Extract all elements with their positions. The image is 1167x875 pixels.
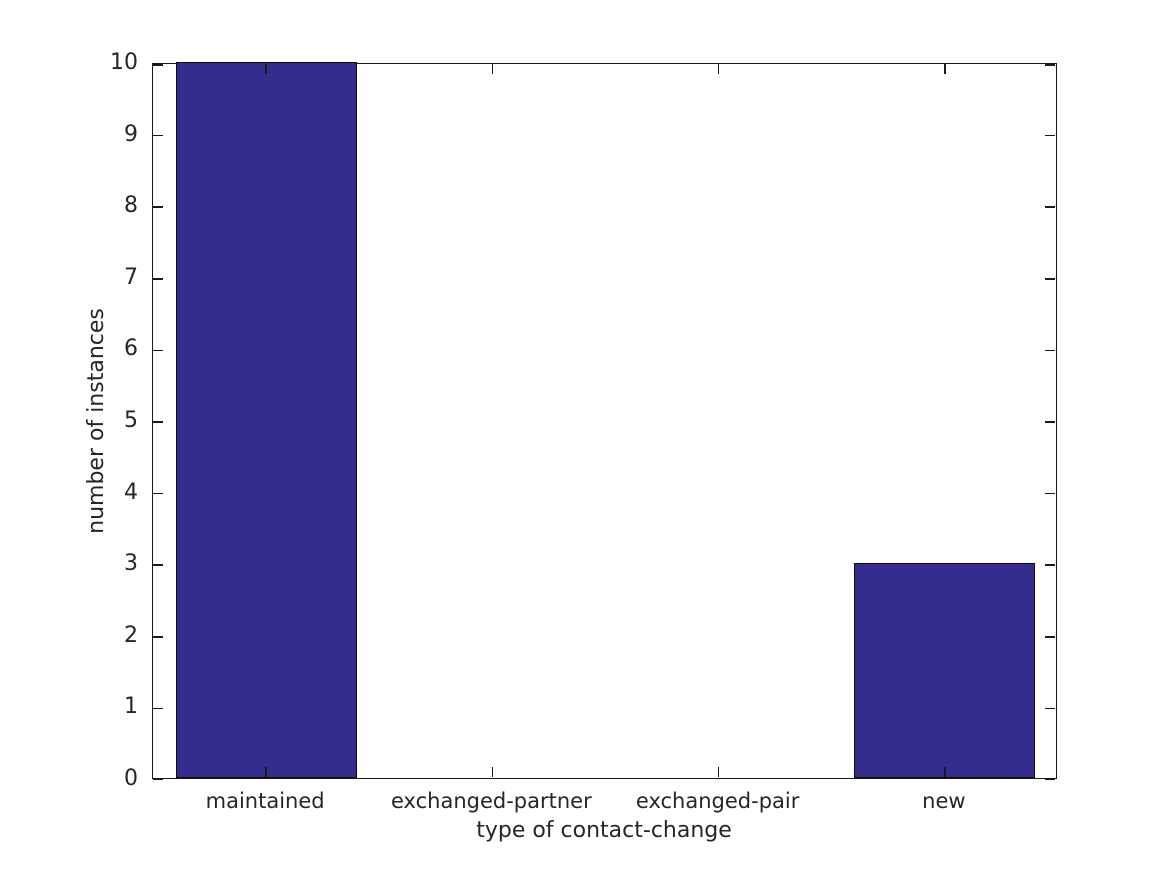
- y-tick-left: [153, 278, 163, 280]
- y-tick-left: [153, 206, 163, 208]
- y-tick-label: 2: [124, 622, 138, 648]
- x-tick-bottom: [265, 767, 267, 777]
- y-tick-label: 5: [124, 408, 138, 433]
- x-tick-top: [717, 64, 720, 74]
- y-tick-right: [1045, 492, 1055, 495]
- y-tick-label: 10: [110, 50, 138, 75]
- x-tick-bottom: [944, 767, 946, 777]
- x-tick-top: [265, 64, 267, 74]
- x-tick-label-exchanged-pair: exchanged-pair: [635, 789, 800, 813]
- x-tick-label-new: new: [922, 789, 966, 813]
- x-tick-bottom: [491, 767, 494, 777]
- y-tick-label: 8: [124, 193, 138, 219]
- y-tick-left: [153, 778, 163, 780]
- y-tick-label: 3: [124, 551, 138, 577]
- y-tick-left: [153, 564, 163, 566]
- y-tick-left: [153, 349, 163, 352]
- x-tick-label-exchanged-partner: exchanged-partner: [391, 789, 592, 813]
- x-axis-label: type of contact-change: [476, 818, 732, 843]
- y-tick-label: 7: [124, 264, 138, 290]
- x-tick-label-maintained: maintained: [205, 789, 325, 813]
- y-tick-right: [1045, 778, 1055, 780]
- y-tick-right: [1045, 707, 1055, 710]
- y-tick-right: [1045, 278, 1055, 280]
- y-tick-left: [153, 492, 163, 495]
- y-tick-right: [1045, 349, 1055, 352]
- y-tick-label: 4: [124, 479, 138, 505]
- x-tick-bottom: [717, 767, 720, 777]
- x-tick-top: [491, 64, 494, 74]
- y-tick-label: 0: [124, 766, 138, 791]
- y-tick-left: [153, 636, 163, 638]
- bar-new: [854, 563, 1036, 778]
- y-tick-left: [153, 134, 163, 137]
- plot-area: [152, 62, 1057, 780]
- y-tick-left: [153, 64, 163, 66]
- y-tick-label: 9: [124, 121, 138, 147]
- y-tick-right: [1045, 64, 1055, 66]
- y-tick-right: [1045, 134, 1055, 137]
- y-tick-left: [153, 421, 163, 423]
- x-tick-top: [944, 64, 946, 74]
- y-tick-right: [1045, 564, 1055, 566]
- y-tick-right: [1045, 636, 1055, 638]
- y-tick-label: 1: [124, 694, 138, 720]
- y-tick-label: 6: [124, 336, 138, 362]
- y-tick-right: [1045, 421, 1055, 423]
- y-tick-left: [153, 707, 163, 710]
- y-tick-right: [1045, 206, 1055, 208]
- bar-maintained: [175, 62, 357, 778]
